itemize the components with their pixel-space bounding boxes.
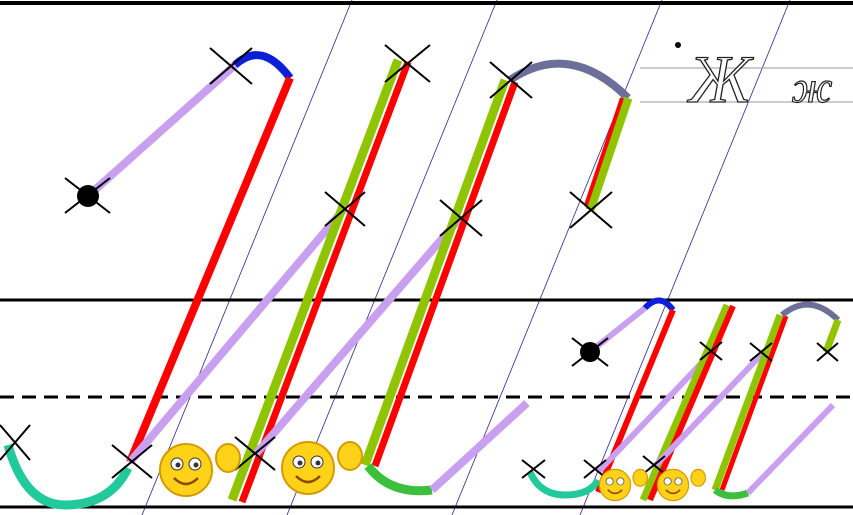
slant-guides — [141, 0, 791, 515]
smiley-icons — [159, 441, 707, 502]
stroke-markers — [0, 44, 839, 479]
sample-upper: Ж — [687, 41, 754, 117]
capital-letter-strokes — [3, 51, 633, 510]
sample-lower: ж — [792, 63, 833, 112]
letter-sample: Ж ж — [640, 40, 853, 118]
